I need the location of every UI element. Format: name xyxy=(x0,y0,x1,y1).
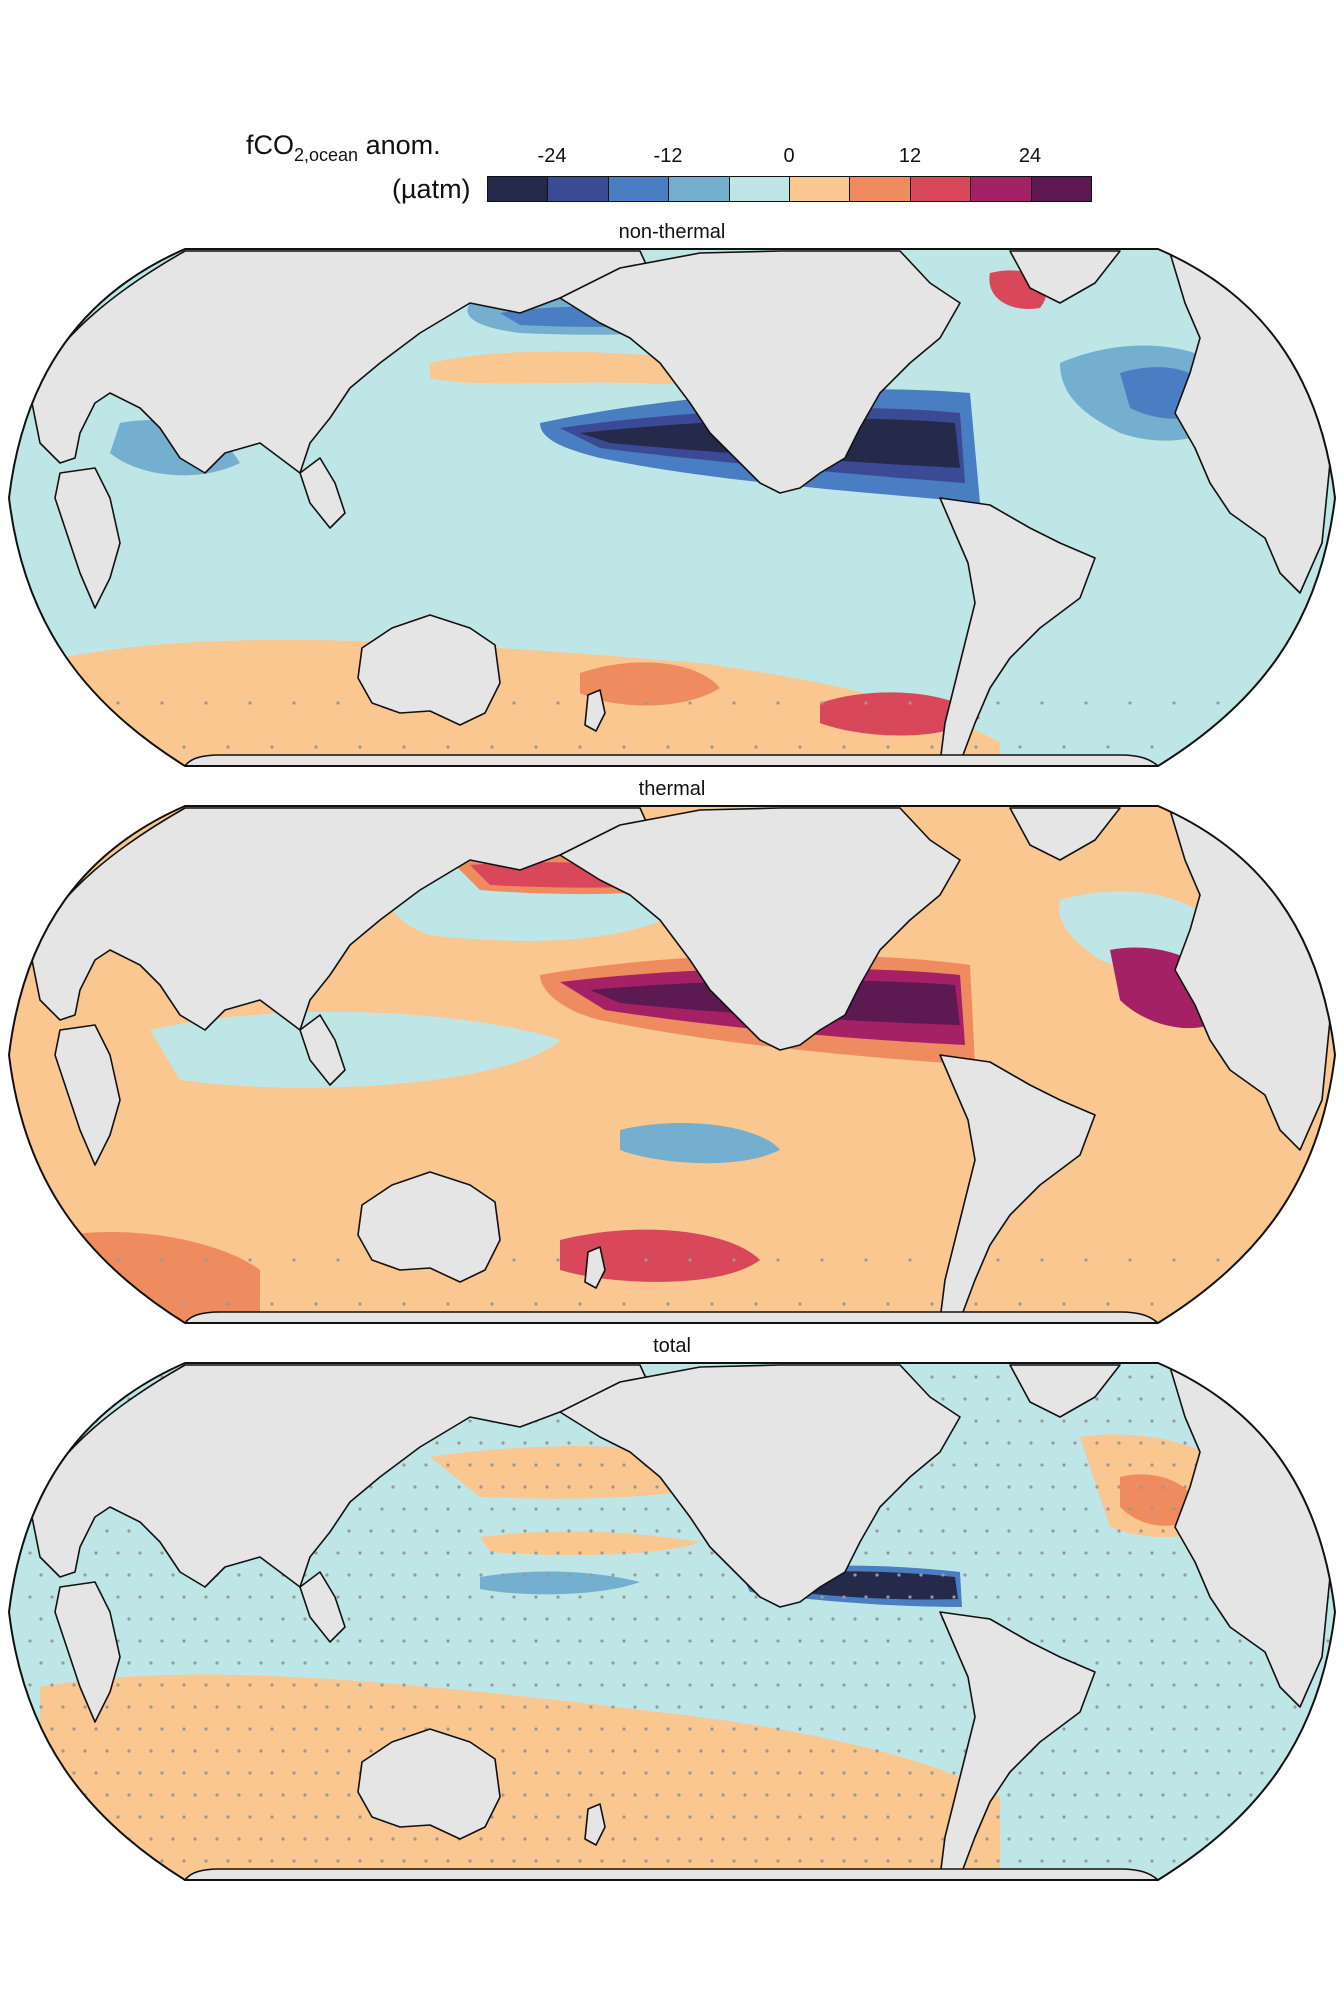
land-asia-southeast xyxy=(299,457,346,529)
land-africa-left xyxy=(54,1024,121,1166)
land-antarctica xyxy=(184,1868,1159,1880)
land-new-zealand xyxy=(584,689,606,732)
map-frame xyxy=(7,805,1337,1324)
colorbar-bin xyxy=(608,177,670,201)
land-north-america xyxy=(559,250,961,494)
land-australia xyxy=(357,1171,501,1283)
land-asia-southeast xyxy=(299,1571,346,1643)
colorbar-tick-label: 12 xyxy=(898,145,922,167)
map-total xyxy=(7,1362,1337,1881)
land-greenland xyxy=(1009,250,1121,304)
anomaly-region-equatorial-band-positive xyxy=(480,1531,700,1555)
land-south-america xyxy=(939,1611,1096,1878)
colorbar-bin xyxy=(548,177,609,201)
panel-title-non-thermal: non-thermal xyxy=(618,221,726,243)
colorbar-bin xyxy=(790,177,851,201)
colorbar xyxy=(487,176,1092,202)
land-south-america xyxy=(939,497,1096,764)
map-thermal xyxy=(7,805,1337,1324)
colorbar-bin xyxy=(910,177,972,201)
land-new-zealand xyxy=(584,1246,606,1289)
anomaly-region-south-pacific-positive xyxy=(560,1229,760,1282)
anomaly-region-southern-ocean-positive xyxy=(40,639,1000,766)
map-non-thermal xyxy=(7,248,1337,767)
land-greenland xyxy=(1009,1364,1121,1418)
land-north-america xyxy=(559,1364,961,1608)
land-south-america xyxy=(939,1054,1096,1321)
land-new-zealand xyxy=(584,1803,606,1846)
colorbar-tick-label: -24 xyxy=(537,145,567,167)
map-frame xyxy=(7,1362,1337,1881)
colorbar-bin xyxy=(729,177,791,201)
colorbar-bin xyxy=(488,177,549,201)
colorbar-bin xyxy=(850,177,911,201)
land-asia-southeast xyxy=(299,1014,346,1086)
land-africa-left xyxy=(54,1581,121,1723)
anomaly-region-southeast-pacific-positive xyxy=(820,692,980,736)
land-africa-left xyxy=(54,467,121,609)
colorbar-tick-label: 0 xyxy=(783,145,795,167)
anomaly-region-south-pacific-negative xyxy=(620,1122,780,1164)
map-frame xyxy=(7,248,1337,767)
land-antarctica xyxy=(184,1311,1159,1323)
colorbar-tick-label: 24 xyxy=(1018,145,1042,167)
anomaly-region-indian-neutral-neg xyxy=(150,1011,560,1088)
land-antarctica xyxy=(184,754,1159,766)
anomaly-region-southern-ocean-positive xyxy=(40,1674,1000,1880)
land-greenland xyxy=(1009,807,1121,861)
colorbar-tick-label: -12 xyxy=(653,145,683,167)
colorbar-units: (µatm) xyxy=(392,174,471,204)
colorbar-bin xyxy=(971,177,1032,201)
land-australia xyxy=(357,1728,501,1840)
anomaly-region-west-equatorial-negative xyxy=(480,1571,640,1595)
colorbar-bin xyxy=(669,177,730,201)
land-australia xyxy=(357,614,501,726)
colorbar-title: fCO2,ocean anom. xyxy=(246,130,441,165)
panel-title-total: total xyxy=(653,1335,691,1357)
panel-title-thermal: thermal xyxy=(638,778,706,800)
anomaly-region-south-pacific-positive xyxy=(580,662,720,706)
colorbar-bin xyxy=(1031,177,1092,201)
land-north-america xyxy=(559,807,961,1051)
